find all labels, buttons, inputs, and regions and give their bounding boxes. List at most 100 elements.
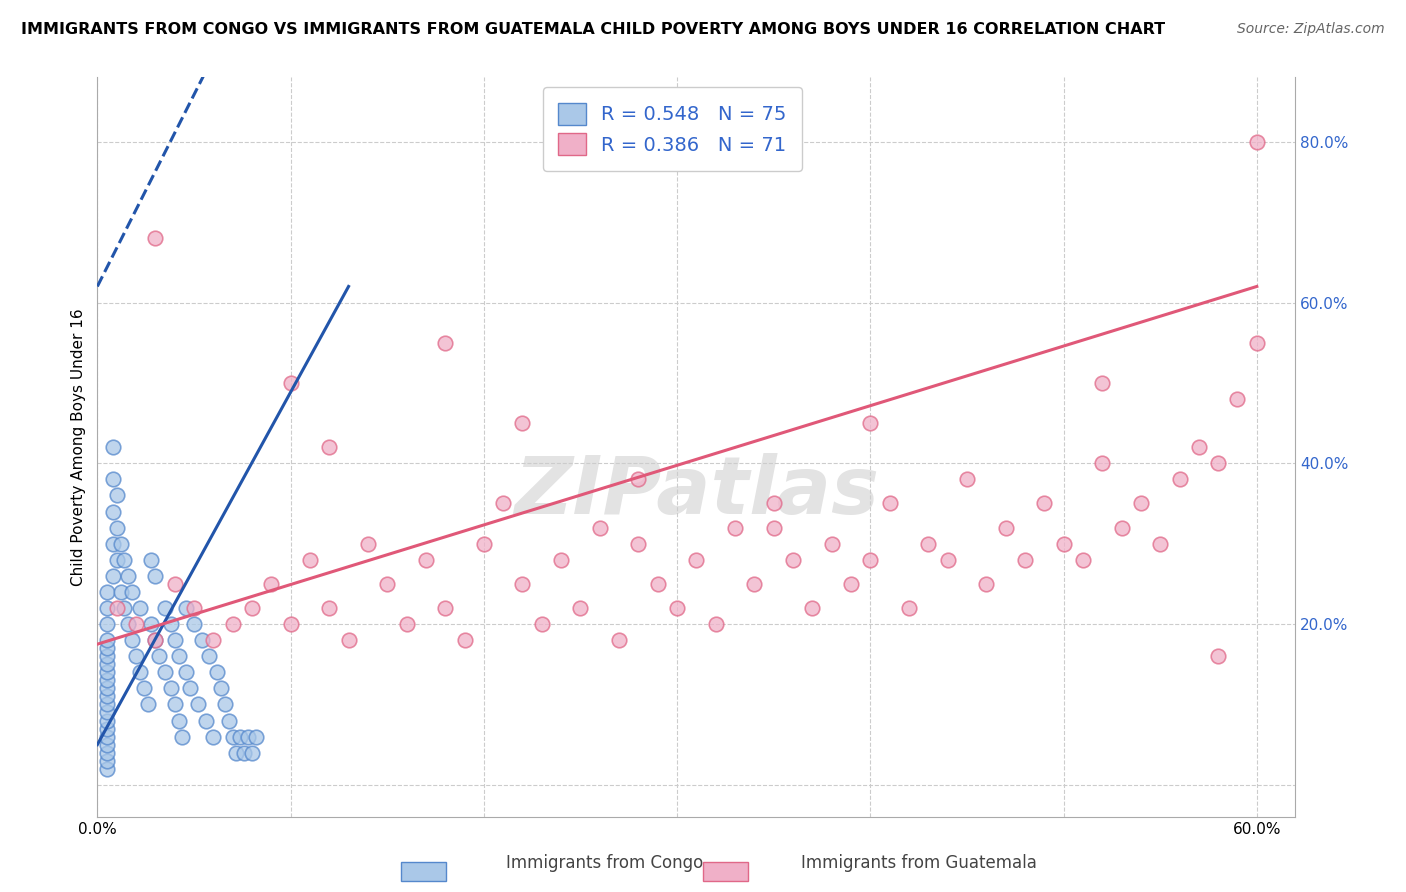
- Point: [859, 416, 882, 430]
- Point: [117, 617, 139, 632]
- Point: [125, 617, 148, 632]
- Point: [163, 633, 186, 648]
- Point: [96, 649, 118, 664]
- Point: [589, 520, 612, 534]
- Text: Immigrants from Congo: Immigrants from Congo: [506, 855, 703, 872]
- Point: [96, 746, 118, 760]
- Point: [125, 649, 148, 664]
- Point: [762, 496, 785, 510]
- Point: [801, 601, 824, 615]
- Point: [117, 569, 139, 583]
- Point: [1111, 520, 1133, 534]
- Point: [512, 577, 534, 591]
- Point: [105, 488, 128, 502]
- Point: [1071, 553, 1094, 567]
- Point: [1206, 456, 1229, 470]
- Point: [936, 553, 959, 567]
- Point: [744, 577, 766, 591]
- Point: [607, 633, 630, 648]
- Point: [96, 730, 118, 744]
- Point: [1129, 496, 1152, 510]
- Point: [569, 601, 592, 615]
- Point: [917, 537, 939, 551]
- Point: [141, 553, 163, 567]
- Point: [96, 738, 118, 752]
- Point: [318, 440, 340, 454]
- Point: [221, 617, 243, 632]
- Point: [112, 553, 135, 567]
- Point: [245, 730, 267, 744]
- Point: [105, 553, 128, 567]
- Point: [337, 633, 360, 648]
- Point: [666, 601, 689, 615]
- Point: [96, 690, 118, 704]
- Point: [101, 537, 124, 551]
- Point: [187, 698, 209, 712]
- Point: [96, 601, 118, 615]
- Point: [96, 585, 118, 599]
- Point: [218, 714, 240, 728]
- Point: [110, 585, 132, 599]
- Point: [163, 577, 186, 591]
- Point: [183, 601, 205, 615]
- Point: [96, 673, 118, 688]
- Point: [762, 520, 785, 534]
- Point: [357, 537, 380, 551]
- Point: [956, 472, 979, 486]
- Point: [96, 633, 118, 648]
- Point: [128, 665, 150, 680]
- Point: [879, 496, 901, 510]
- Point: [179, 681, 201, 696]
- Point: [209, 681, 232, 696]
- Point: [174, 601, 197, 615]
- Point: [627, 537, 650, 551]
- Point: [159, 681, 181, 696]
- Point: [434, 601, 457, 615]
- Point: [1052, 537, 1074, 551]
- Point: [110, 537, 132, 551]
- Point: [221, 730, 243, 744]
- Point: [202, 730, 225, 744]
- Point: [492, 496, 515, 510]
- Point: [132, 681, 155, 696]
- Point: [159, 617, 181, 632]
- Point: [1246, 135, 1268, 149]
- Point: [101, 440, 124, 454]
- Point: [233, 746, 256, 760]
- Point: [550, 553, 572, 567]
- Point: [202, 633, 225, 648]
- Point: [236, 730, 259, 744]
- Point: [96, 617, 118, 632]
- Point: [105, 520, 128, 534]
- Point: [143, 633, 166, 648]
- Point: [121, 633, 143, 648]
- Point: [318, 601, 340, 615]
- Point: [205, 665, 228, 680]
- Point: [143, 231, 166, 245]
- Point: [280, 376, 302, 390]
- Text: IMMIGRANTS FROM CONGO VS IMMIGRANTS FROM GUATEMALA CHILD POVERTY AMONG BOYS UNDE: IMMIGRANTS FROM CONGO VS IMMIGRANTS FROM…: [21, 22, 1166, 37]
- Point: [96, 681, 118, 696]
- Point: [214, 698, 236, 712]
- Point: [1091, 456, 1114, 470]
- Point: [163, 698, 186, 712]
- Point: [153, 601, 176, 615]
- Point: [183, 617, 205, 632]
- Point: [395, 617, 418, 632]
- Text: ZIPatlas: ZIPatlas: [515, 452, 879, 531]
- Point: [225, 746, 247, 760]
- Point: [724, 520, 747, 534]
- Point: [1091, 376, 1114, 390]
- Point: [240, 746, 263, 760]
- Point: [782, 553, 804, 567]
- Point: [260, 577, 283, 591]
- Point: [96, 722, 118, 736]
- Point: [101, 472, 124, 486]
- Point: [96, 641, 118, 656]
- Point: [141, 617, 163, 632]
- Point: [101, 504, 124, 518]
- Point: [167, 714, 190, 728]
- Point: [143, 633, 166, 648]
- Point: [974, 577, 997, 591]
- Point: [96, 714, 118, 728]
